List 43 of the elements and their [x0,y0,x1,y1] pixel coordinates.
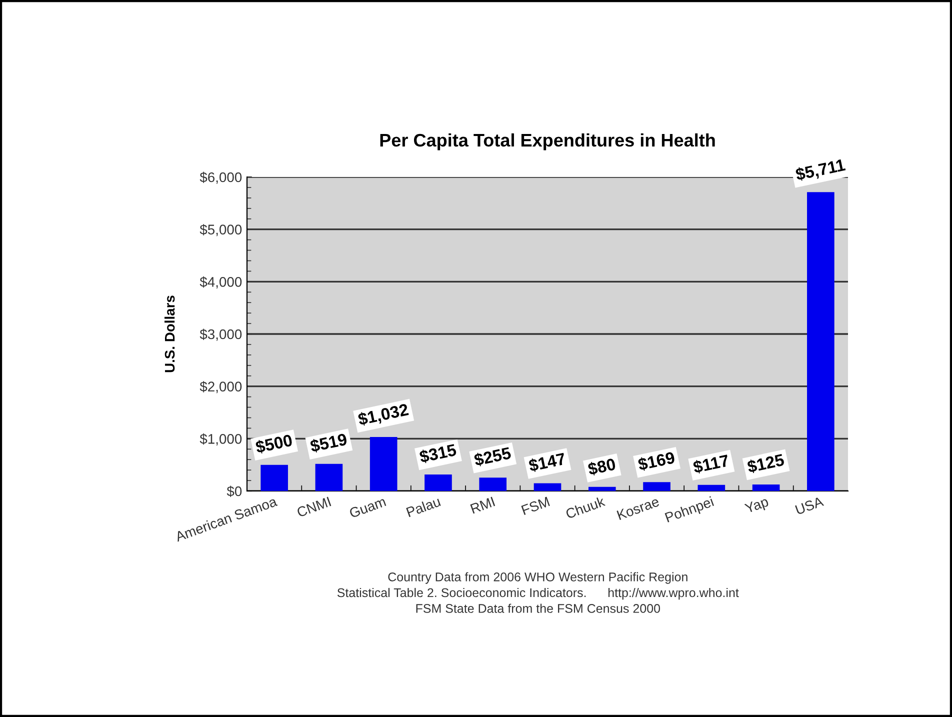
data-label: $5,711 [794,158,846,183]
bar [643,482,670,491]
data-label: $147 [528,452,566,473]
data-label: $519 [309,432,348,454]
data-label: $80 [587,457,616,476]
x-tick-label: Palau [406,496,441,518]
bar [260,464,288,491]
data-label: $169 [637,450,676,472]
y-tick-label: $1,000 [200,433,242,446]
bar [424,474,452,491]
y-tick-label: $2,000 [200,381,242,394]
x-tick-label: USA [794,496,824,515]
text: Country Data from 2006 WHO Western Pacific Region [388,572,688,584]
x-tick-label: FSM [521,496,550,516]
y-tick-label: $0 [226,486,242,497]
bar [807,192,834,491]
bar [315,464,343,491]
x-tick-label: Chuuk [565,496,606,519]
y-tick-label: $5,000 [200,224,242,236]
data-label: $1,032 [357,402,410,428]
bar [479,478,507,491]
data-label: $125 [746,453,785,474]
x-tick-label: CNMI [296,496,332,518]
bar [370,436,398,491]
bar [698,484,726,491]
bar [588,486,616,491]
y-tick-label: $3,000 [200,328,242,341]
x-tick-label: Kosrae [616,496,660,520]
y-tick-label: $6,000 [200,172,242,184]
bar [752,484,780,491]
text: Statistical Table 2. Socioeconomic Indicators. http://www.wpro.who.int [337,588,739,600]
x-tick-label: Yap [744,496,770,516]
chart-title: Per Capita Total Expenditures in Health [380,133,715,150]
x-tick-label: RMI [470,496,496,514]
bar [534,483,562,491]
data-label: $315 [418,443,458,464]
data-label: $500 [254,433,293,454]
data-label: $255 [473,446,512,468]
text: FSM State Data from the FSM Census 2000 [416,604,660,613]
x-tick-label: Guam [348,496,386,518]
data-label: $117 [692,454,730,474]
y-tick-label: $4,000 [200,276,242,288]
y-axis-title: U.S. Dollars [164,296,175,372]
